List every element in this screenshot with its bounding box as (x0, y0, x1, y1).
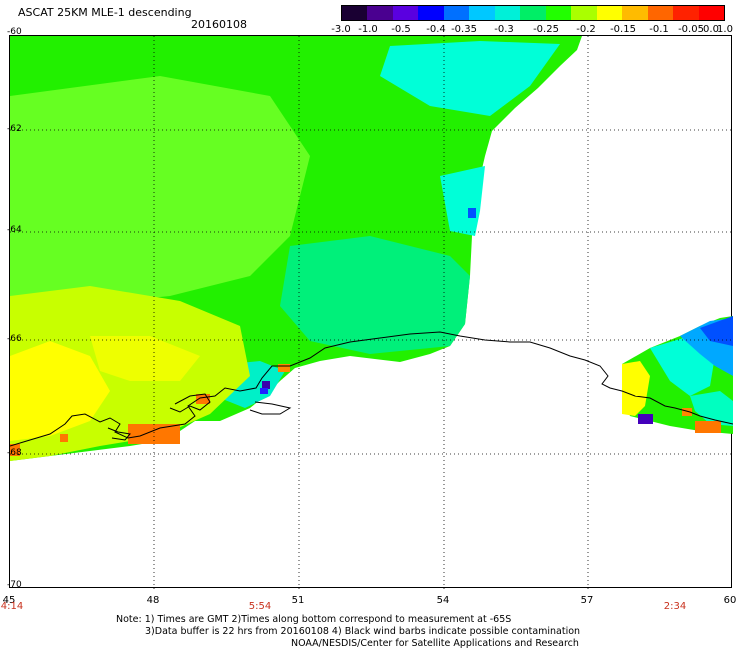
lon-label-51: 51 (291, 595, 305, 606)
color-scale-label: -0.35 (451, 24, 477, 35)
cyan-area (380, 41, 560, 116)
east-orange-2 (682, 408, 692, 416)
product-title: ASCAT 25KM MLE-1 descending (18, 6, 192, 19)
color-scale-label: -0.4 (426, 24, 446, 35)
note-line-2: 3)Data buffer is 22 hrs from 20160108 4)… (145, 626, 581, 637)
east-yellow (622, 361, 650, 416)
color-segment (469, 6, 495, 20)
time-label-1: 4:14 (0, 601, 24, 612)
lat-label-70: -70 (7, 580, 22, 590)
color-segment (367, 6, 393, 20)
east-orange (695, 421, 721, 433)
color-scale-label: -0.25 (533, 24, 559, 35)
color-segment (494, 6, 521, 20)
lon-label-57: 57 (580, 595, 594, 606)
lat-label-66: -66 (7, 334, 22, 344)
blue-pixel-2 (260, 388, 268, 394)
color-segment (418, 6, 444, 20)
orange-patch-5 (60, 434, 68, 442)
color-scale-label: -3.0 (331, 24, 351, 35)
note-line-3: NOAA/NESDIS/Center for Satellite Applica… (291, 638, 579, 649)
color-scale-label: 0.0 (703, 24, 719, 35)
lat-label-60: -60 (7, 27, 22, 37)
coastline (10, 331, 733, 447)
lat-label-68: -68 (7, 448, 22, 458)
orange-patch-2 (196, 394, 210, 404)
color-segment (698, 6, 725, 20)
color-scale-labels: -3.0 -1.0 -0.5 -0.4 -0.35 -0.3 -0.25 -0.2 -0.15 -… (331, 24, 733, 36)
color-segment (647, 6, 674, 20)
lat-label-64: -64 (7, 225, 22, 235)
east-blue (700, 316, 733, 346)
light-green-area (10, 76, 310, 316)
product-date: 20160108 (191, 18, 247, 31)
lat-lon-grid (10, 36, 733, 589)
wind-map (10, 36, 733, 589)
lon-label-48: 48 (146, 595, 160, 606)
purple-pixel (262, 381, 270, 389)
east-purple (638, 414, 653, 424)
color-segment (673, 6, 699, 20)
map-panel[interactable] (9, 35, 733, 589)
blue-pixel (468, 208, 476, 218)
lon-label-54: 54 (436, 595, 450, 606)
color-segment (571, 6, 597, 20)
color-segment (622, 6, 648, 20)
color-scale-label: 1.0 (717, 24, 733, 35)
note-line-1: Note: 1) Times are GMT 2)Times along bot… (116, 614, 512, 625)
color-segment (596, 6, 623, 20)
cyan-area-2 (440, 166, 485, 236)
color-segment (342, 6, 368, 20)
color-scale-label: -0.5 (391, 24, 411, 35)
yellow-area (10, 341, 110, 441)
color-scale-label: -0.05 (678, 24, 704, 35)
color-segment (545, 6, 572, 20)
color-scale-label: -0.3 (494, 24, 514, 35)
west-swath (10, 36, 582, 461)
color-segment (443, 6, 470, 20)
orange-patch-3 (278, 364, 290, 372)
east-cyan-2 (690, 391, 733, 426)
east-swath (622, 316, 733, 434)
lon-label-45: 45 (2, 595, 16, 606)
yellow-area-2 (90, 336, 200, 381)
color-segment (520, 6, 546, 20)
color-scale-label: -0.2 (576, 24, 596, 35)
orange-patch (128, 424, 180, 444)
color-segment (392, 6, 419, 20)
lon-label-60: 60 (723, 595, 737, 606)
time-label-2: 5:54 (248, 601, 272, 612)
cyan-green-area (280, 236, 470, 354)
color-scale-bar (341, 5, 725, 21)
lat-label-62: -62 (7, 124, 22, 134)
color-scale-label: -0.1 (649, 24, 669, 35)
color-scale-label: -1.0 (358, 24, 378, 35)
color-scale-label: -0.15 (610, 24, 636, 35)
orange-patch-4 (10, 444, 20, 456)
time-label-3: 2:34 (663, 601, 687, 612)
